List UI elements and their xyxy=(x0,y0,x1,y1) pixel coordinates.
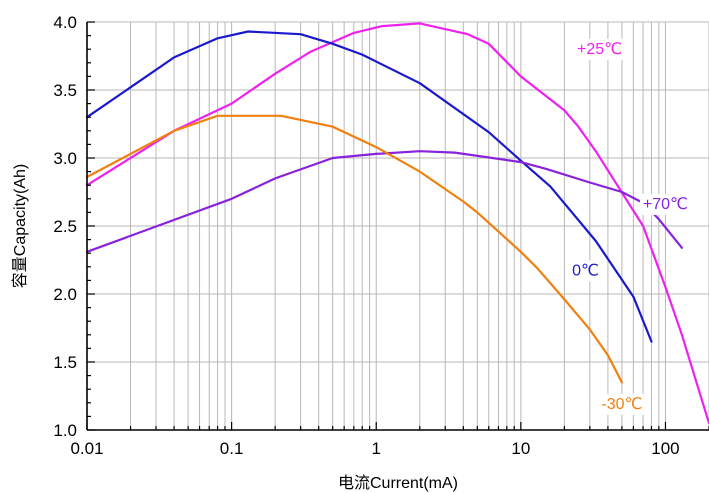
x-tick-label: 0.1 xyxy=(220,439,244,458)
series-label-background xyxy=(569,260,602,282)
series-line xyxy=(85,22,709,425)
y-tick-label: 1.5 xyxy=(53,353,77,372)
x-tick-label: 0.01 xyxy=(70,439,103,458)
series-lines xyxy=(85,22,709,425)
y-tick-label: 4.0 xyxy=(53,13,77,32)
y-tick-label: 3.0 xyxy=(53,149,77,168)
y-tick-label: 2.0 xyxy=(53,285,77,304)
y-tick-label: 2.5 xyxy=(53,217,77,236)
x-tick-label: 1 xyxy=(371,439,380,458)
y-tick-label: 1.0 xyxy=(53,421,77,440)
x-tick-label: 100 xyxy=(651,439,679,458)
series-label: -30℃ xyxy=(601,396,642,413)
series-line xyxy=(85,114,624,384)
series-labels: +25℃ 0℃ +70℃ -30℃ xyxy=(569,38,692,415)
series-label-background xyxy=(573,38,626,60)
axes xyxy=(86,21,709,431)
series-label: +25℃ xyxy=(577,41,622,58)
series-label-background xyxy=(598,393,646,415)
y-axis-title: 容量Capacity(Ah) xyxy=(11,164,29,288)
series-label: 0℃ xyxy=(572,263,599,280)
series-label: +70℃ xyxy=(643,196,688,213)
x-axis-title: 电流Current(mA) xyxy=(338,474,458,492)
x-tick-label: 10 xyxy=(511,439,530,458)
series-line xyxy=(85,30,653,343)
tick-labels: 0.01 0.1 1 10 100 1.0 1.5 2.0 2.5 3.0 3.5 4.0 xyxy=(53,13,679,458)
y-tick-label: 3.5 xyxy=(53,81,77,100)
series-line xyxy=(85,150,684,253)
series-label-background xyxy=(639,193,692,215)
